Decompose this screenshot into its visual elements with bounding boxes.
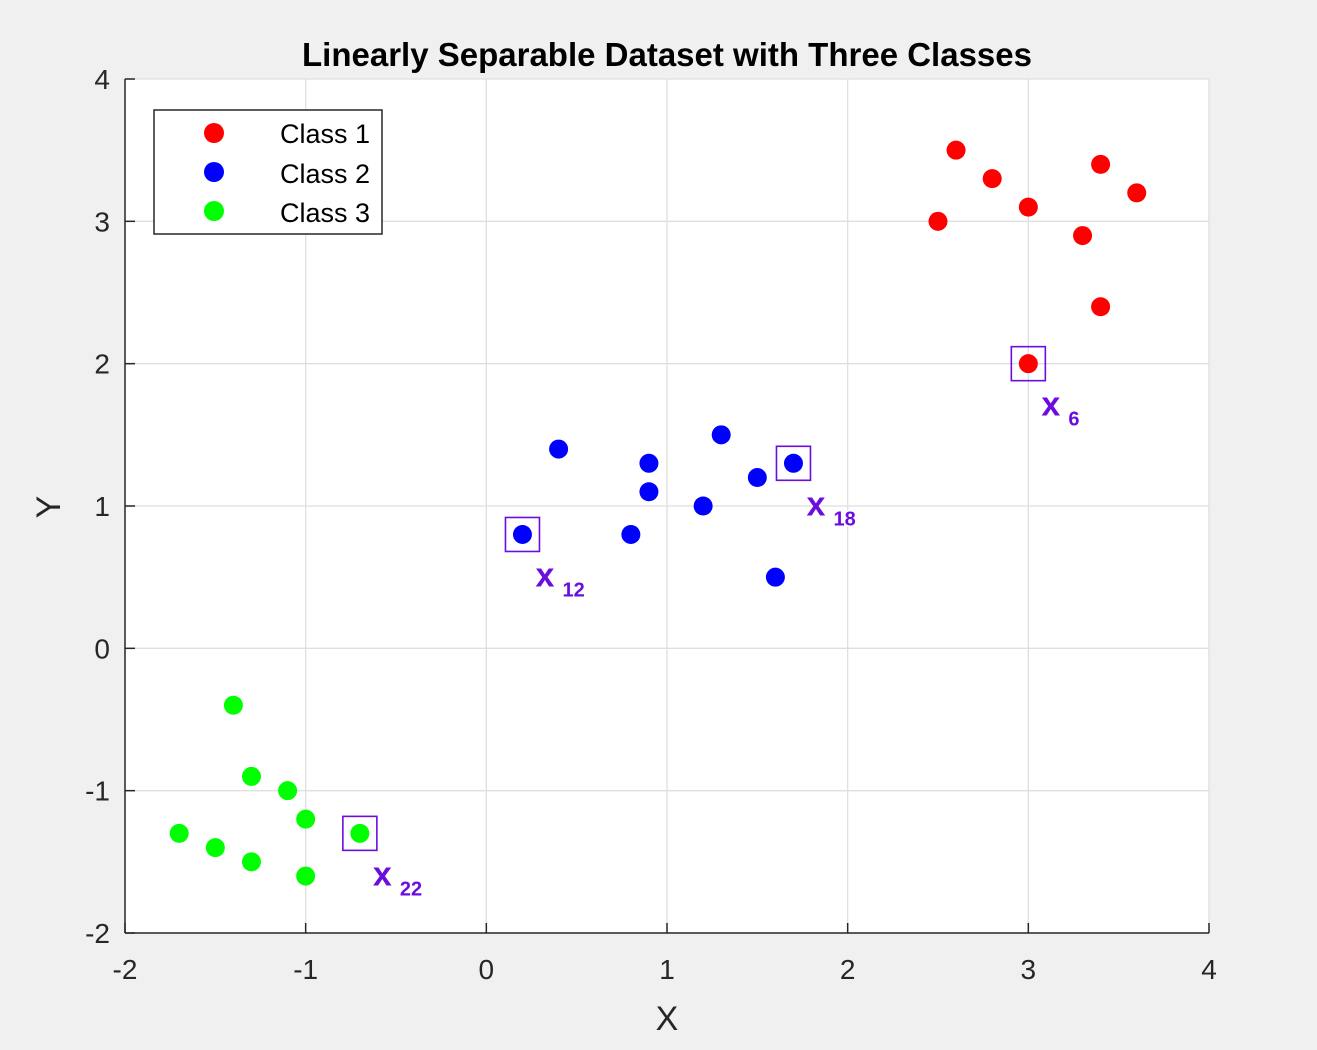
highlight-subscript: 12 bbox=[562, 579, 584, 601]
highlight-label: x bbox=[373, 855, 392, 893]
y-tick-label: -1 bbox=[85, 776, 110, 807]
class-2-point bbox=[621, 524, 641, 544]
x-axis-label: X bbox=[656, 1000, 679, 1038]
class-2-point bbox=[512, 524, 532, 544]
highlight-label: x bbox=[1041, 386, 1060, 424]
x-tick-label: 0 bbox=[479, 954, 495, 985]
class-3-point bbox=[241, 852, 261, 872]
class-2-point bbox=[693, 496, 713, 516]
legend-label-class-1: Class 1 bbox=[280, 119, 370, 149]
class-3-point bbox=[205, 838, 225, 858]
y-tick-label: 3 bbox=[94, 206, 110, 237]
legend-marker-class-1 bbox=[204, 123, 224, 143]
class-2-point bbox=[765, 567, 785, 587]
class-1-point bbox=[1018, 197, 1038, 217]
highlight-label: x bbox=[806, 485, 825, 523]
y-tick-label: 4 bbox=[94, 64, 110, 95]
x-tick-label: 1 bbox=[659, 954, 675, 985]
y-axis-label: Y bbox=[30, 496, 68, 519]
x-tick-label: -2 bbox=[113, 954, 138, 985]
class-1-point bbox=[1091, 154, 1111, 174]
class-3-point bbox=[223, 695, 243, 715]
class-1-point bbox=[1127, 183, 1147, 203]
x-tick-label: 3 bbox=[1021, 954, 1037, 985]
class-3-point bbox=[169, 823, 189, 843]
y-tick-label: 1 bbox=[94, 491, 110, 522]
class-1-point bbox=[928, 211, 948, 231]
class-1-point bbox=[1018, 354, 1038, 374]
x-tick-label: -1 bbox=[293, 954, 318, 985]
chart-title: Linearly Separable Dataset with Three Cl… bbox=[302, 36, 1032, 73]
class-1-point bbox=[982, 169, 1002, 189]
class-1-point bbox=[1091, 297, 1111, 317]
class-3-point bbox=[296, 866, 316, 886]
y-tick-label: -2 bbox=[85, 918, 110, 949]
class-2-point bbox=[783, 453, 803, 473]
y-tick-label: 2 bbox=[94, 349, 110, 380]
class-2-point bbox=[639, 482, 659, 502]
class-3-point bbox=[350, 823, 370, 843]
legend-marker-class-3 bbox=[204, 201, 224, 221]
x-tick-label: 2 bbox=[840, 954, 856, 985]
x-tick-label: 4 bbox=[1201, 954, 1217, 985]
highlight-label: x bbox=[535, 556, 554, 594]
highlight-box bbox=[1010, 345, 1047, 382]
legend-box bbox=[153, 109, 383, 235]
highlight-box bbox=[342, 815, 378, 852]
class-2-point bbox=[549, 439, 569, 459]
highlight-subscript: 18 bbox=[833, 508, 855, 530]
class-3-point bbox=[241, 766, 261, 786]
class-1-point bbox=[946, 140, 966, 160]
class-2-point bbox=[711, 425, 731, 445]
class-3-point bbox=[278, 781, 298, 801]
axes bbox=[124, 78, 1210, 934]
legend-label-class-2: Class 2 bbox=[280, 159, 370, 189]
class-1-point bbox=[1073, 226, 1093, 246]
y-tick-label: 0 bbox=[94, 633, 110, 664]
grid-lines bbox=[125, 79, 1209, 933]
highlight-box bbox=[775, 445, 812, 482]
legend: Class 1 Class 2 Class 3 bbox=[153, 109, 383, 235]
class-3-point bbox=[296, 809, 316, 829]
highlight-subscript: 6 bbox=[1068, 409, 1079, 431]
data-points bbox=[169, 140, 1147, 886]
class-2-point bbox=[639, 453, 659, 473]
highlight-annotations: x 6x 18x 12x 22 bbox=[342, 345, 1081, 902]
highlight-subscript: 22 bbox=[400, 878, 422, 900]
class-2-point bbox=[747, 468, 767, 488]
highlight-box bbox=[504, 516, 541, 553]
legend-label-class-3: Class 3 bbox=[280, 198, 370, 228]
legend-marker-class-2 bbox=[204, 162, 224, 182]
